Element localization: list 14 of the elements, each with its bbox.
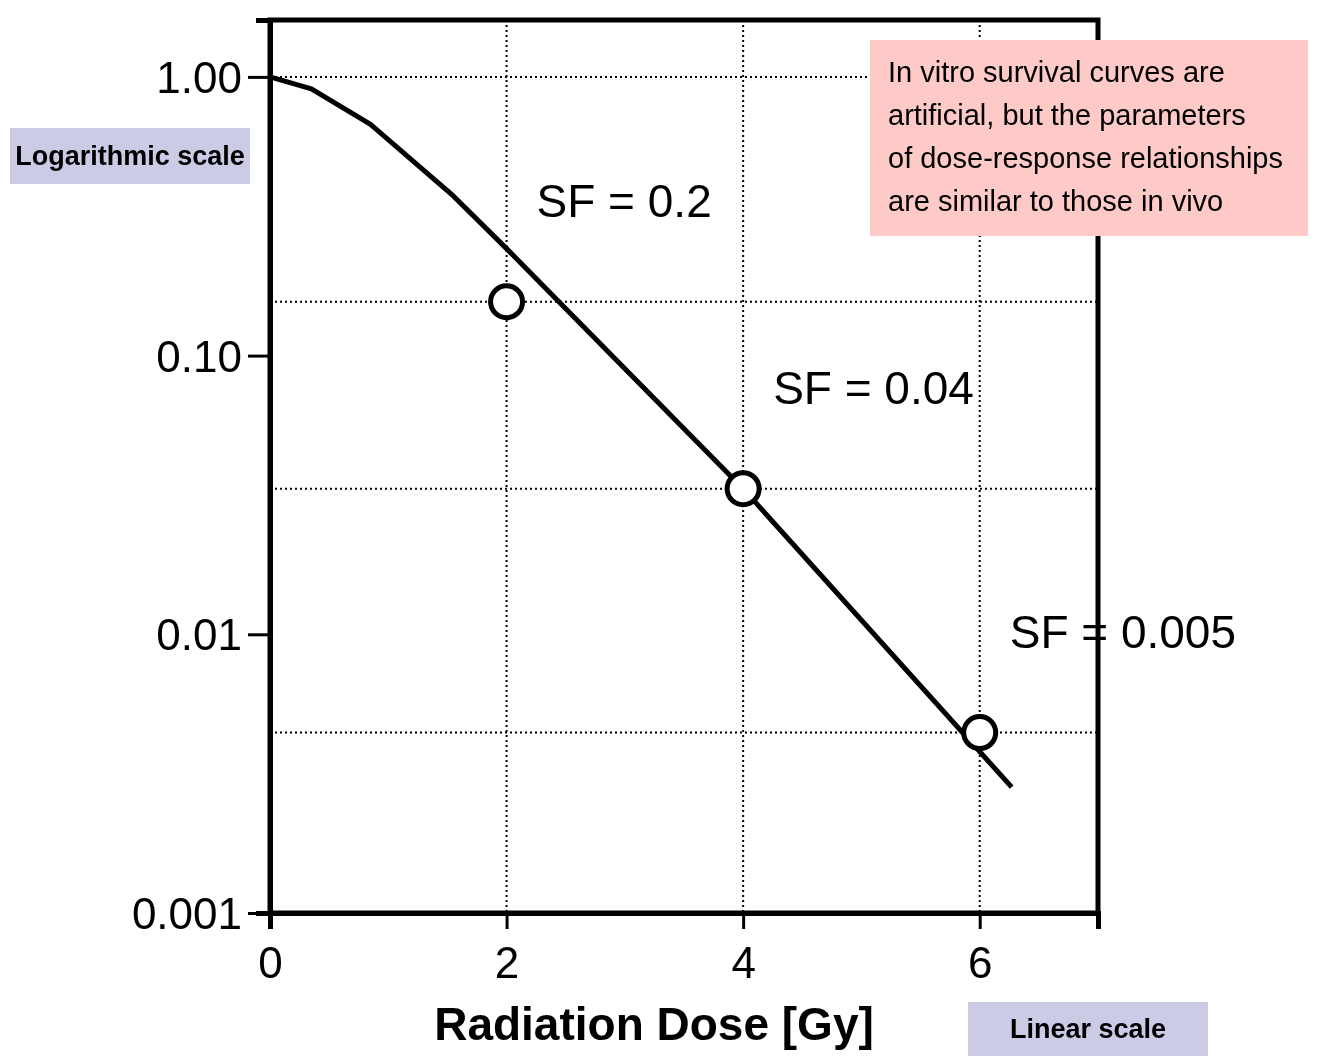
annotation: SF = 0.04: [773, 361, 974, 414]
y-tick-label: 1.00: [156, 52, 242, 102]
y-tick-label: 0.001: [131, 889, 242, 938]
x-tick-label: 0: [258, 938, 283, 988]
annotation: SF = 0.2: [536, 174, 712, 227]
y-tick-label: 0.01: [156, 610, 242, 660]
text: Linear scale: [1009, 1014, 1167, 1045]
y-tick-label: 0.10: [156, 331, 242, 381]
y-axis-title: Logarithmic scale: [15, 141, 245, 172]
annotation: In vitro survival curves are artificial, but the parameters of dose-response relationships are similar to those in vivo: [888, 56, 1283, 217]
x-tick-label: 6: [967, 938, 993, 988]
x-tick-label: 4: [731, 938, 756, 988]
x-axis-title: Radiation Dose [Gy]: [434, 998, 874, 1050]
x-tick-label: 2: [494, 938, 520, 988]
